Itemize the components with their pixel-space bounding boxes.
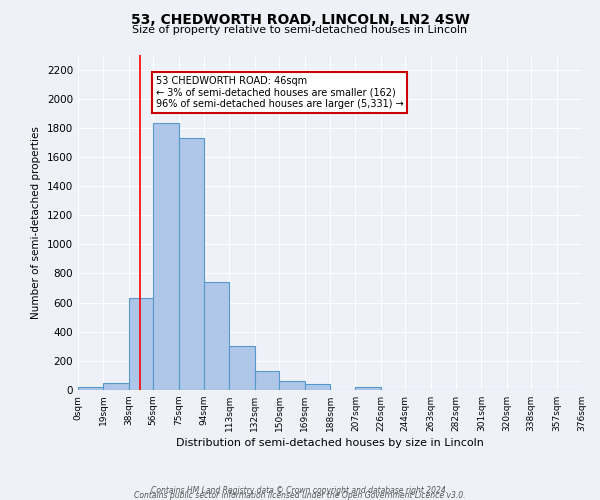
- Bar: [355, 387, 381, 390]
- Text: Contains HM Land Registry data © Crown copyright and database right 2024.: Contains HM Land Registry data © Crown c…: [151, 486, 449, 495]
- Text: 53 CHEDWORTH ROAD: 46sqm
← 3% of semi-detached houses are smaller (162)
96% of s: 53 CHEDWORTH ROAD: 46sqm ← 3% of semi-de…: [156, 76, 403, 110]
- Bar: [305, 384, 330, 390]
- Bar: [129, 298, 153, 390]
- Text: Contains public sector information licensed under the Open Government Licence v3: Contains public sector information licen…: [134, 490, 466, 500]
- Bar: [204, 282, 229, 390]
- Y-axis label: Number of semi-detached properties: Number of semi-detached properties: [31, 126, 41, 319]
- Text: Size of property relative to semi-detached houses in Lincoln: Size of property relative to semi-detach…: [133, 25, 467, 35]
- Bar: [103, 382, 129, 390]
- Text: 53, CHEDWORTH ROAD, LINCOLN, LN2 4SW: 53, CHEDWORTH ROAD, LINCOLN, LN2 4SW: [131, 12, 469, 26]
- Bar: [229, 346, 255, 390]
- Bar: [78, 387, 103, 390]
- Bar: [279, 380, 305, 390]
- X-axis label: Distribution of semi-detached houses by size in Lincoln: Distribution of semi-detached houses by …: [176, 438, 484, 448]
- Bar: [255, 371, 279, 390]
- Bar: [153, 124, 179, 390]
- Bar: [179, 138, 204, 390]
